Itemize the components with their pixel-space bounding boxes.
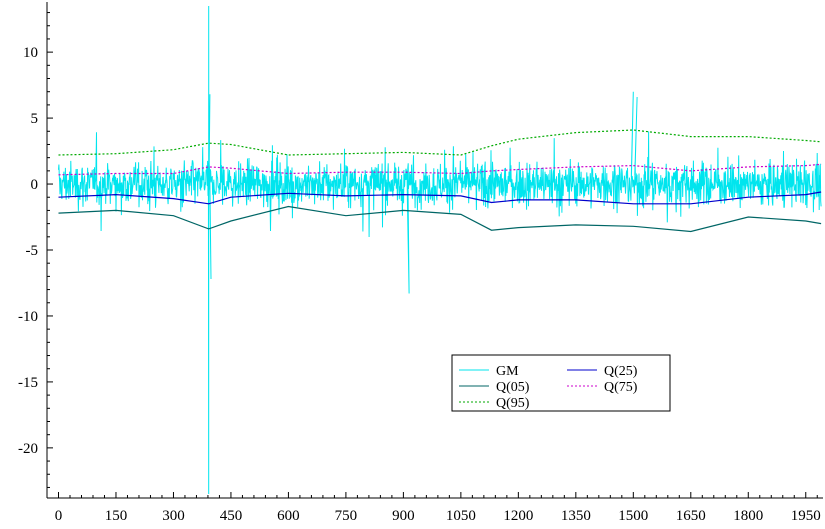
series-line-q25 — [58, 191, 822, 205]
x-tick-label: 1200 — [503, 508, 533, 524]
y-tick-label: -10 — [18, 309, 38, 325]
x-tick-label: 300 — [162, 508, 185, 524]
x-tick-label: 1650 — [676, 508, 706, 524]
x-tick-label: 0 — [55, 508, 63, 524]
x-tick-label: 1800 — [733, 508, 763, 524]
y-tick-label: -15 — [18, 375, 38, 391]
series-line-q95 — [58, 129, 822, 156]
y-tick-label: 0 — [31, 177, 39, 193]
legend-label-q75: Q(75) — [604, 380, 638, 395]
x-tick-label: 900 — [392, 508, 415, 524]
legend-label-q95: Q(95) — [496, 396, 530, 411]
x-tick-label: 1350 — [561, 508, 591, 524]
x-tick-label: 1500 — [618, 508, 648, 524]
y-tick-label: 10 — [23, 45, 38, 61]
y-tick-label: -5 — [26, 243, 39, 259]
x-tick-label: 750 — [335, 508, 358, 524]
x-tick-label: 1950 — [791, 508, 821, 524]
plot-area — [58, 5, 822, 495]
legend-label-q05: Q(05) — [496, 380, 530, 395]
series-line-q75 — [58, 163, 822, 176]
axes: 0 150 300 450 600 750 900 1050 1200 1350 1500 1650 1… — [18, 2, 823, 524]
y-tick-label: -20 — [18, 441, 38, 457]
series-line-gm — [58, 5, 822, 495]
x-tick-label: 450 — [220, 508, 243, 524]
x-tick-label: 1050 — [446, 508, 476, 524]
legend-label-gm: GM — [496, 364, 519, 379]
series-line-q05 — [58, 205, 822, 233]
y-tick-label: 5 — [31, 111, 39, 127]
x-tick-label: 600 — [277, 508, 300, 524]
legend-label-q25: Q(25) — [604, 364, 638, 379]
legend: GM Q(25) Q(05) Q(75) Q(95) — [451, 354, 671, 412]
x-tick-label: 150 — [105, 508, 128, 524]
